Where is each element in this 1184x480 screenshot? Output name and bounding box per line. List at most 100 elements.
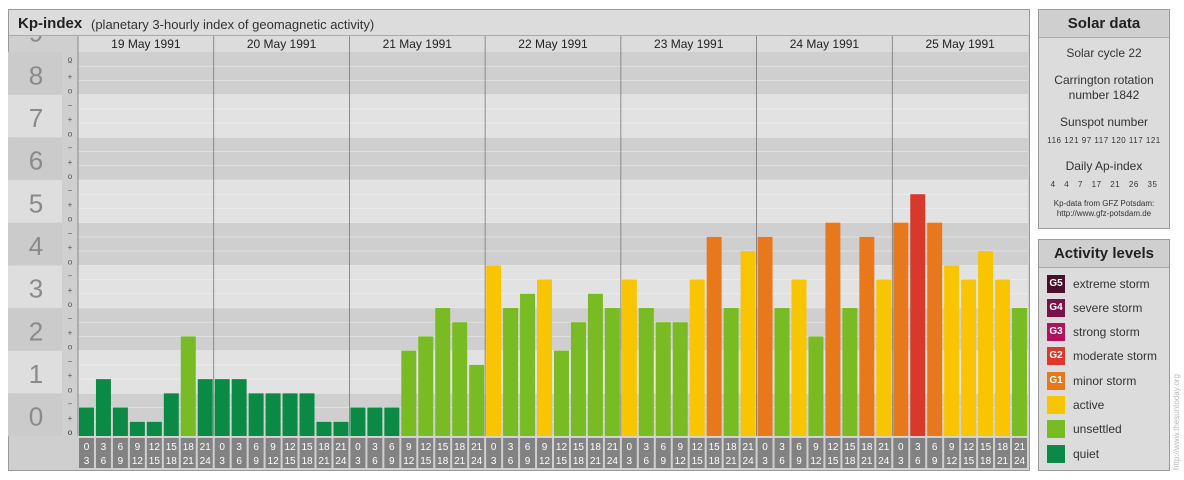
interval-start-label: 15: [573, 442, 585, 453]
interval-start-label: 0: [762, 442, 768, 453]
interval-cell: [774, 438, 790, 468]
interval-end-label: 18: [301, 456, 313, 467]
kp-chart: 0123456789o+−o+−o+−o+−o+−o+−o+−o+−o+−o19…: [8, 36, 1028, 468]
interval-cell: [214, 438, 230, 468]
interval-end-label: 15: [284, 456, 296, 467]
legend-label: unsettled: [1073, 422, 1122, 436]
sub-tick-label: −: [68, 186, 73, 195]
kp-bar: [248, 393, 264, 436]
kp-bar: [367, 407, 383, 436]
interval-start-label: 9: [270, 442, 276, 453]
interval-end-label: 21: [183, 456, 195, 467]
sub-tick-label: o: [68, 343, 73, 352]
kp-bar: [791, 279, 807, 436]
interval-cell: [791, 438, 807, 468]
sub-tick-label: −: [68, 58, 73, 67]
interval-end-label: 12: [132, 456, 144, 467]
kp-bar: [333, 421, 349, 436]
interval-end-label: 12: [946, 456, 958, 467]
interval-end-label: 6: [236, 456, 242, 467]
kp-bar: [638, 308, 654, 436]
interval-end-label: 12: [810, 456, 822, 467]
interval-cell: [859, 438, 875, 468]
interval-start-label: 9: [813, 442, 819, 453]
y-band-label-area: [8, 350, 62, 394]
sub-tick-label: −: [68, 101, 73, 110]
interval-start-label: 12: [420, 442, 432, 453]
y-tick-label: 9: [29, 36, 43, 48]
kp-bar: [401, 350, 417, 436]
interval-end-label: 18: [166, 456, 178, 467]
interval-cell: [995, 438, 1011, 468]
kp-bar: [876, 279, 892, 436]
day-label: 24 May 1991: [790, 37, 860, 51]
kp-bar: [910, 194, 926, 436]
kp-bar: [1012, 308, 1027, 436]
kp-bar: [435, 308, 451, 436]
interval-cell: [638, 438, 654, 468]
sub-tick-label: −: [68, 357, 73, 366]
interval-start-label: 15: [844, 442, 856, 453]
interval-cell: [842, 438, 858, 468]
interval-end-label: 9: [389, 456, 395, 467]
interval-end-label: 24: [607, 456, 619, 467]
interval-cell: [401, 438, 417, 468]
chart-title-bar: Kp-index (planetary 3-hourly index of ge…: [9, 10, 1029, 36]
interval-cell: [79, 438, 94, 468]
interval-end-label: 6: [644, 456, 650, 467]
interval-start-label: 12: [556, 442, 568, 453]
interval-end-label: 18: [709, 456, 721, 467]
interval-end-label: 9: [660, 456, 666, 467]
sub-tick-label: −: [68, 400, 73, 409]
interval-end-label: 12: [268, 456, 280, 467]
kp-bar: [486, 265, 502, 436]
interval-start-label: 21: [878, 442, 890, 453]
kp-bar: [282, 393, 298, 436]
carrington-line-1: Carrington rotation: [1054, 73, 1154, 87]
solar-data-title: Solar data: [1039, 10, 1169, 38]
interval-end-label: 18: [980, 456, 992, 467]
kp-bar: [554, 350, 569, 436]
sub-tick-label: −: [68, 314, 73, 323]
day-label: 22 May 1991: [518, 37, 588, 51]
interval-end-label: 3: [219, 456, 225, 467]
interval-cell: [520, 438, 536, 468]
legend-swatch-g1: G1: [1047, 372, 1065, 390]
interval-end-label: 24: [471, 456, 483, 467]
y-band: [78, 94, 1028, 138]
interval-start-label: 0: [627, 442, 633, 453]
kp-bar: [672, 322, 688, 436]
day-label: 20 May 1991: [247, 37, 317, 51]
interval-start-label: 0: [219, 442, 225, 453]
kp-bar: [129, 421, 145, 436]
interval-cell: [146, 438, 162, 468]
sunspot-values: 116 121 97 117 120 117 121: [1047, 136, 1161, 145]
kp-bar: [299, 393, 315, 436]
kp-bar: [112, 407, 128, 436]
interval-start-label: 15: [980, 442, 992, 453]
interval-end-label: 21: [318, 456, 330, 467]
kp-bar: [180, 336, 196, 436]
interval-start-label: 21: [200, 442, 212, 453]
interval-end-label: 6: [508, 456, 514, 467]
kp-bar: [587, 293, 603, 436]
interval-end-label: 15: [827, 456, 839, 467]
kp-bar: [95, 379, 111, 436]
interval-cell: [112, 438, 128, 468]
source-line-1: Kp-data from GFZ Potsdam:: [1053, 199, 1155, 208]
y-band-label-area: [8, 52, 62, 95]
y-tick-label: 0: [29, 402, 43, 432]
kp-bar: [944, 265, 960, 436]
interval-start-label: 3: [101, 442, 107, 453]
legend-label: severe storm: [1073, 301, 1143, 315]
sub-tick-label: o: [68, 300, 73, 309]
legend-label: quiet: [1073, 447, 1100, 461]
legend-swatch-unsettled: [1047, 420, 1065, 438]
interval-start-label: 18: [726, 442, 738, 453]
interval-start-label: 6: [796, 442, 802, 453]
legend-swatch-g4: G4: [1047, 299, 1065, 317]
day-label: 23 May 1991: [654, 37, 724, 51]
sub-tick-label: +: [68, 286, 73, 295]
kp-bar: [757, 236, 773, 436]
kp-bar: [350, 407, 366, 436]
